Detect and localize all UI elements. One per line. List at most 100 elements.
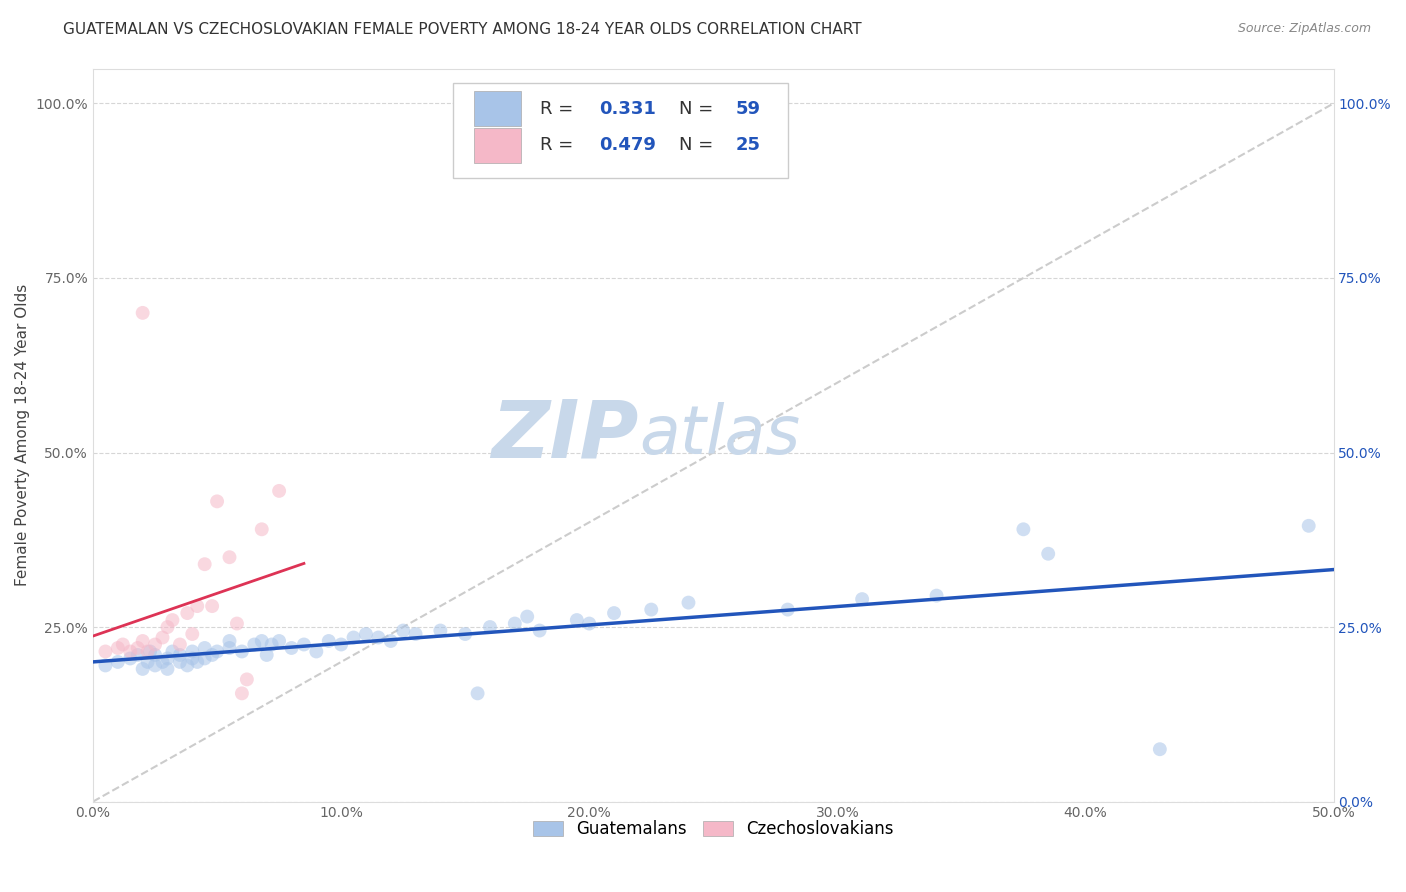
Point — [678, 596, 700, 610]
Point — [250, 634, 273, 648]
Point — [1149, 742, 1171, 756]
Point — [194, 651, 217, 665]
Point — [143, 648, 166, 662]
Point — [169, 648, 191, 662]
Point — [94, 658, 117, 673]
Point — [429, 624, 451, 638]
Y-axis label: Female Poverty Among 18-24 Year Olds: Female Poverty Among 18-24 Year Olds — [15, 284, 30, 586]
Point — [186, 599, 208, 613]
FancyBboxPatch shape — [474, 128, 522, 163]
Point — [851, 592, 873, 607]
Point — [565, 613, 588, 627]
Point — [156, 651, 179, 665]
Point — [454, 627, 477, 641]
Point — [578, 616, 600, 631]
Point — [250, 522, 273, 536]
Point — [156, 662, 179, 676]
Point — [131, 634, 153, 648]
Point — [127, 640, 149, 655]
Point — [107, 640, 129, 655]
Point — [152, 655, 174, 669]
Point — [176, 606, 198, 620]
Point — [367, 631, 389, 645]
Point — [194, 558, 217, 572]
Point — [280, 640, 302, 655]
FancyBboxPatch shape — [453, 83, 787, 178]
Point — [260, 638, 283, 652]
Point — [292, 638, 315, 652]
Point — [181, 651, 204, 665]
Point — [342, 631, 364, 645]
Point — [181, 627, 204, 641]
Point — [201, 648, 224, 662]
Point — [305, 644, 328, 658]
FancyBboxPatch shape — [474, 91, 522, 127]
Point — [640, 602, 662, 616]
Text: 0.331: 0.331 — [599, 100, 657, 118]
Point — [479, 620, 502, 634]
Point — [120, 651, 142, 665]
Point — [603, 606, 626, 620]
Point — [226, 616, 249, 631]
Point — [318, 634, 340, 648]
Point — [205, 644, 228, 658]
Point — [169, 655, 191, 669]
Point — [181, 644, 204, 658]
Point — [218, 550, 240, 565]
Point — [776, 602, 799, 616]
Point — [380, 634, 402, 648]
Point — [127, 648, 149, 662]
Text: 25: 25 — [735, 136, 761, 154]
Point — [354, 627, 377, 641]
Point — [269, 634, 291, 648]
Point — [162, 613, 184, 627]
Point — [392, 624, 415, 638]
Point — [162, 644, 184, 658]
Text: atlas: atlas — [638, 402, 800, 468]
Point — [231, 686, 253, 700]
Point — [218, 640, 240, 655]
Point — [194, 640, 217, 655]
Point — [236, 673, 259, 687]
Point — [139, 644, 162, 658]
Point — [1038, 547, 1060, 561]
Text: 59: 59 — [735, 100, 761, 118]
Point — [156, 620, 179, 634]
Text: R =: R = — [540, 100, 579, 118]
Point — [269, 483, 291, 498]
Point — [186, 655, 208, 669]
Point — [503, 616, 526, 631]
Point — [169, 638, 191, 652]
Text: ZIP: ZIP — [492, 396, 638, 474]
Point — [529, 624, 551, 638]
Point — [218, 634, 240, 648]
Point — [94, 644, 117, 658]
Point — [231, 644, 253, 658]
Point — [131, 662, 153, 676]
Legend: Guatemalans, Czechoslovakians: Guatemalans, Czechoslovakians — [526, 814, 901, 845]
Point — [330, 638, 353, 652]
Point — [1298, 518, 1320, 533]
Text: N =: N = — [679, 136, 718, 154]
Text: GUATEMALAN VS CZECHOSLOVAKIAN FEMALE POVERTY AMONG 18-24 YEAR OLDS CORRELATION C: GUATEMALAN VS CZECHOSLOVAKIAN FEMALE POV… — [63, 22, 862, 37]
Text: N =: N = — [679, 100, 718, 118]
Point — [516, 609, 538, 624]
Point — [467, 686, 489, 700]
Point — [107, 655, 129, 669]
Text: R =: R = — [540, 136, 579, 154]
Point — [405, 627, 427, 641]
Point — [205, 494, 228, 508]
Text: Source: ZipAtlas.com: Source: ZipAtlas.com — [1237, 22, 1371, 36]
Point — [176, 658, 198, 673]
Point — [201, 599, 224, 613]
Point — [243, 638, 266, 652]
Point — [143, 638, 166, 652]
Point — [111, 638, 134, 652]
Point — [136, 644, 159, 658]
Point — [143, 658, 166, 673]
Point — [152, 631, 174, 645]
Point — [120, 644, 142, 658]
Point — [136, 655, 159, 669]
Point — [256, 648, 278, 662]
Point — [1012, 522, 1035, 536]
